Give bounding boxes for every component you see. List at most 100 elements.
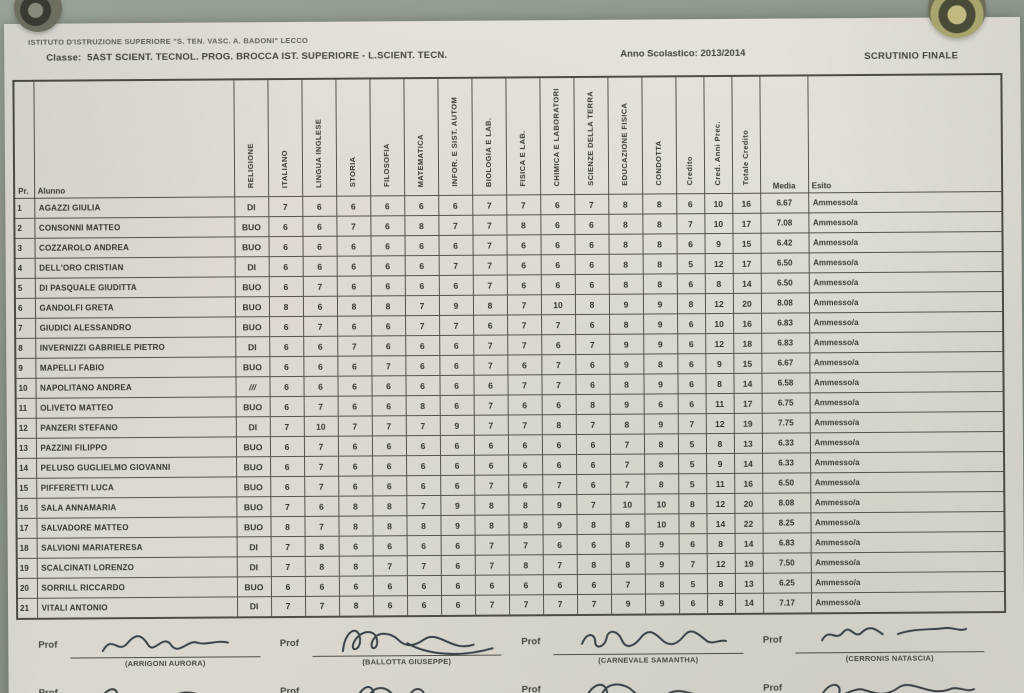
signature	[101, 635, 229, 653]
esito-cell: Ammesso/a	[809, 351, 1004, 373]
row-number-cell: 2	[14, 218, 35, 239]
grade-cell: 10	[704, 213, 733, 234]
grade-cell: 8	[268, 296, 304, 317]
grade-cell: 7	[303, 316, 338, 337]
school-name: ISTITUTO D'ISTRUZIONE SUPERIORE "S. TEN.…	[28, 35, 309, 47]
media-cell: 6.50	[760, 272, 809, 294]
grade-cell: 7	[474, 594, 510, 616]
grade-cell: 6	[574, 254, 609, 275]
grade-cell: 7	[270, 536, 305, 557]
grade-cell: 8	[706, 573, 735, 594]
prof-entry: Prof (ARRIGONI AURORA)	[38, 628, 266, 674]
grade-cell: 7	[506, 194, 541, 215]
grade-cell: 7	[542, 594, 578, 615]
esito-cell: Ammesso/a	[808, 231, 1003, 253]
grade-cell: 6	[474, 454, 509, 476]
class-line: Classe: 5AST SCIENT. TECNOL. PROG. BROCC…	[46, 50, 447, 64]
grade-cell: 8	[474, 514, 509, 536]
media-cell: 8.08	[762, 492, 811, 514]
student-name-cell: PANZERI STEFANO	[35, 416, 236, 439]
grade-cell: 12	[704, 253, 733, 274]
grade-cell: 6	[372, 575, 408, 596]
grade-cell: 6	[303, 356, 338, 377]
grade-cell: 14	[732, 273, 761, 294]
prof-label: Prof	[762, 634, 782, 646]
grade-cell: 6	[542, 454, 577, 475]
signature-line	[70, 628, 260, 659]
signature	[341, 629, 494, 655]
grade-cell: 8	[474, 494, 509, 516]
media-cell: 6.58	[761, 372, 810, 394]
grade-cell: 8	[608, 194, 643, 215]
esito-cell: Ammesso/a	[810, 591, 1006, 613]
grade-cell: 7	[304, 516, 339, 537]
grade-cell: 9	[705, 353, 734, 374]
grade-cell: 6	[473, 314, 508, 336]
esito-cell: Ammesso/a	[810, 471, 1005, 493]
grade-cell: 8	[608, 214, 643, 235]
grade-cell: 6	[506, 234, 541, 255]
grade-cell: 7	[678, 553, 707, 574]
grade-cell: 6	[404, 255, 439, 276]
media-cell: 6.75	[761, 392, 810, 414]
grade-cell: 12	[706, 553, 735, 574]
student-name-cell: DELL'ORO CRISTIAN	[34, 256, 235, 279]
grade-cell: 9	[642, 293, 678, 315]
grade-cell: 6	[404, 275, 439, 296]
grade-cell: 9	[608, 294, 644, 315]
grade-cell: 6	[404, 195, 439, 216]
student-name-cell: SALVIONI MARIATERESA	[36, 536, 237, 559]
grade-cell: 7	[474, 554, 509, 576]
grade-cell: 6	[575, 354, 610, 375]
grade-cell: 6	[439, 435, 475, 456]
grade-cell: 6	[338, 575, 374, 597]
grade-cell: 6	[440, 555, 475, 576]
esito-cell: Ammesso/a	[808, 251, 1003, 273]
row-number-cell: 1	[14, 198, 35, 219]
grade-cell: 9	[439, 415, 474, 436]
media-cell: 6.42	[760, 232, 809, 254]
grade-cell: 7	[302, 276, 337, 297]
grade-cell: 6	[439, 335, 474, 356]
grade-cell: 6	[540, 254, 575, 275]
grade-cell: 7	[610, 474, 645, 495]
grade-cell: 14	[734, 533, 763, 554]
grade-cell: 7	[406, 495, 441, 516]
grade-cell: 7	[472, 194, 507, 216]
grade-cell: 8	[372, 495, 407, 516]
grade-cell: 7	[438, 215, 473, 236]
esito-cell: Ammesso/a	[809, 411, 1004, 433]
grade-cell: 6	[336, 275, 371, 297]
grade-cell: 6	[370, 255, 405, 276]
grade-cell: 9	[609, 394, 644, 415]
grade-cell: 8	[336, 295, 372, 317]
row-number-cell: 15	[16, 478, 37, 499]
grade-cell: 8	[678, 513, 707, 534]
grade-cell: 17	[732, 213, 761, 234]
grade-cell: 8	[506, 214, 541, 235]
class-label: Classe:	[46, 52, 82, 64]
grade-cell: 6	[405, 355, 440, 376]
grade-cell: 6	[337, 375, 372, 397]
media-cell: 7.50	[762, 552, 811, 574]
grade-cell: 8	[678, 493, 707, 514]
grade-cell: 7	[371, 355, 406, 376]
grade-cell: 8	[644, 573, 679, 595]
signature-line	[311, 626, 502, 657]
row-number-cell: 20	[16, 578, 38, 599]
grade-cell: 6	[370, 195, 405, 216]
grade-cell: 6	[405, 375, 440, 396]
prof-entry: Prof	[280, 674, 508, 693]
grade-cell: 8	[643, 433, 679, 455]
student-name-cell: PAZZINI FILIPPO	[35, 436, 237, 459]
row-number-cell: 8	[15, 338, 36, 359]
grade-cell: 8	[576, 554, 611, 575]
grade-cell: 6	[576, 534, 611, 555]
media-cell: 6.83	[761, 312, 810, 334]
grade-cell: 6	[541, 334, 576, 355]
grade-cell: 6	[506, 254, 541, 275]
header-credito-anni-prec: Cred. Anni Prec.	[703, 75, 733, 194]
signer-name: (CARNEVALE SAMANTHA)	[598, 655, 699, 665]
row-number-cell: 9	[15, 358, 36, 379]
student-name-cell: COZZAROLO ANDREA	[34, 236, 235, 259]
